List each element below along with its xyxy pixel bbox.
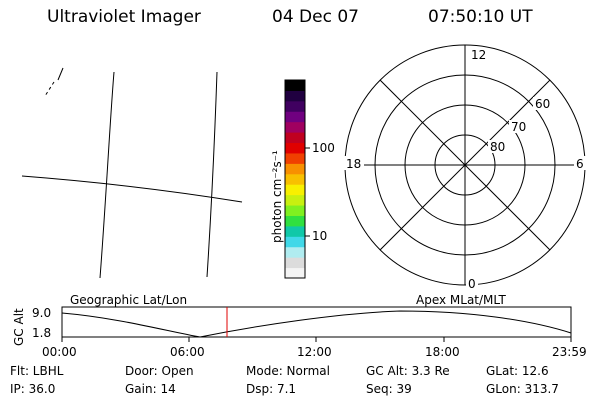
altitude-ylabel: GC Alt (12, 308, 26, 346)
polar-label-mlt-18: 18 (346, 157, 362, 171)
gc-alt-info: GC Alt: 3.3 Re (366, 364, 450, 378)
geographic-caption: Geographic Lat/Lon (70, 293, 188, 307)
meridian-line-right (206, 71, 218, 278)
xtick-0000: 00:00 (42, 345, 77, 359)
glat-info: GLat: 12.6 (486, 364, 549, 378)
polar-grid (344, 44, 586, 286)
colorbar-swatch (285, 246, 305, 258)
colorbar-swatch (285, 257, 305, 269)
door-info: Door: Open (125, 364, 194, 378)
colorbar-swatch (285, 100, 305, 112)
polar-diagonal-2 (379, 79, 551, 251)
grid-line-fragment (57, 67, 64, 81)
dsp-info: Dsp: 7.1 (246, 382, 297, 396)
colorbar-swatch (285, 111, 305, 123)
colorbar-swatch (285, 225, 305, 237)
xtick-2359: 23:59 (552, 345, 587, 359)
xtick-1200: 12:00 (297, 345, 332, 359)
parallel-line (21, 175, 243, 203)
altitude-ytick-top: 9.0 (32, 306, 52, 320)
grid-line-dashed (44, 81, 55, 97)
geographic-grid (21, 67, 243, 279)
altitude-plot-frame (61, 306, 572, 338)
colorbar-swatch (285, 132, 305, 144)
colorbar-label-100: 100 (312, 141, 335, 155)
polar-label-mlt-6: 6 (576, 157, 584, 171)
colorbar-swatch (285, 236, 305, 248)
altitude-curve (61, 310, 572, 338)
glon-info: GLon: 313.7 (486, 382, 559, 396)
meridian-line-left (99, 71, 115, 279)
ip-info: IP: 36.0 (10, 382, 56, 396)
xtick-0600: 06:00 (170, 345, 205, 359)
date-label: 04 Dec 07 (272, 7, 359, 27)
colorbar-swatch (285, 173, 305, 185)
colorbar-swatch (285, 194, 305, 206)
colorbar-swatch (285, 152, 305, 164)
time-label: 07:50:10 UT (428, 7, 533, 27)
colorbar (285, 80, 305, 279)
altitude-ytick-bottom: 1.8 (32, 326, 52, 340)
altitude-x-ticks (61, 337, 572, 342)
colorbar-swatch (285, 215, 305, 227)
filter-info: Flt: LBHL (10, 364, 64, 378)
colorbar-swatch (285, 90, 305, 102)
colorbar-swatch (285, 121, 305, 133)
apex-caption: Apex MLat/MLT (416, 293, 506, 307)
gain-info: Gain: 14 (125, 382, 176, 396)
polar-label-lat-80: 80 (490, 140, 506, 154)
polar-label-lat-70: 70 (511, 120, 527, 134)
instrument-title: Ultraviolet Imager (47, 7, 201, 27)
polar-label-mlt-12: 12 (471, 48, 487, 62)
colorbar-swatch (285, 205, 305, 216)
seq-info: Seq: 39 (366, 382, 412, 396)
colorbar-unit-label: photon cm⁻²s⁻¹ (270, 150, 284, 243)
colorbar-swatch (285, 184, 305, 196)
colorbar-swatch (285, 163, 305, 175)
colorbar-swatch (285, 80, 305, 91)
colorbar-swatch (285, 267, 305, 279)
polar-label-mlt-0: 0 (468, 277, 476, 291)
polar-label-lat-60: 60 (535, 97, 551, 111)
colorbar-frame (284, 79, 306, 279)
colorbar-swatch (285, 142, 305, 154)
mode-info: Mode: Normal (246, 364, 330, 378)
colorbar-label-10: 10 (312, 229, 328, 243)
xtick-1800: 18:00 (425, 345, 460, 359)
